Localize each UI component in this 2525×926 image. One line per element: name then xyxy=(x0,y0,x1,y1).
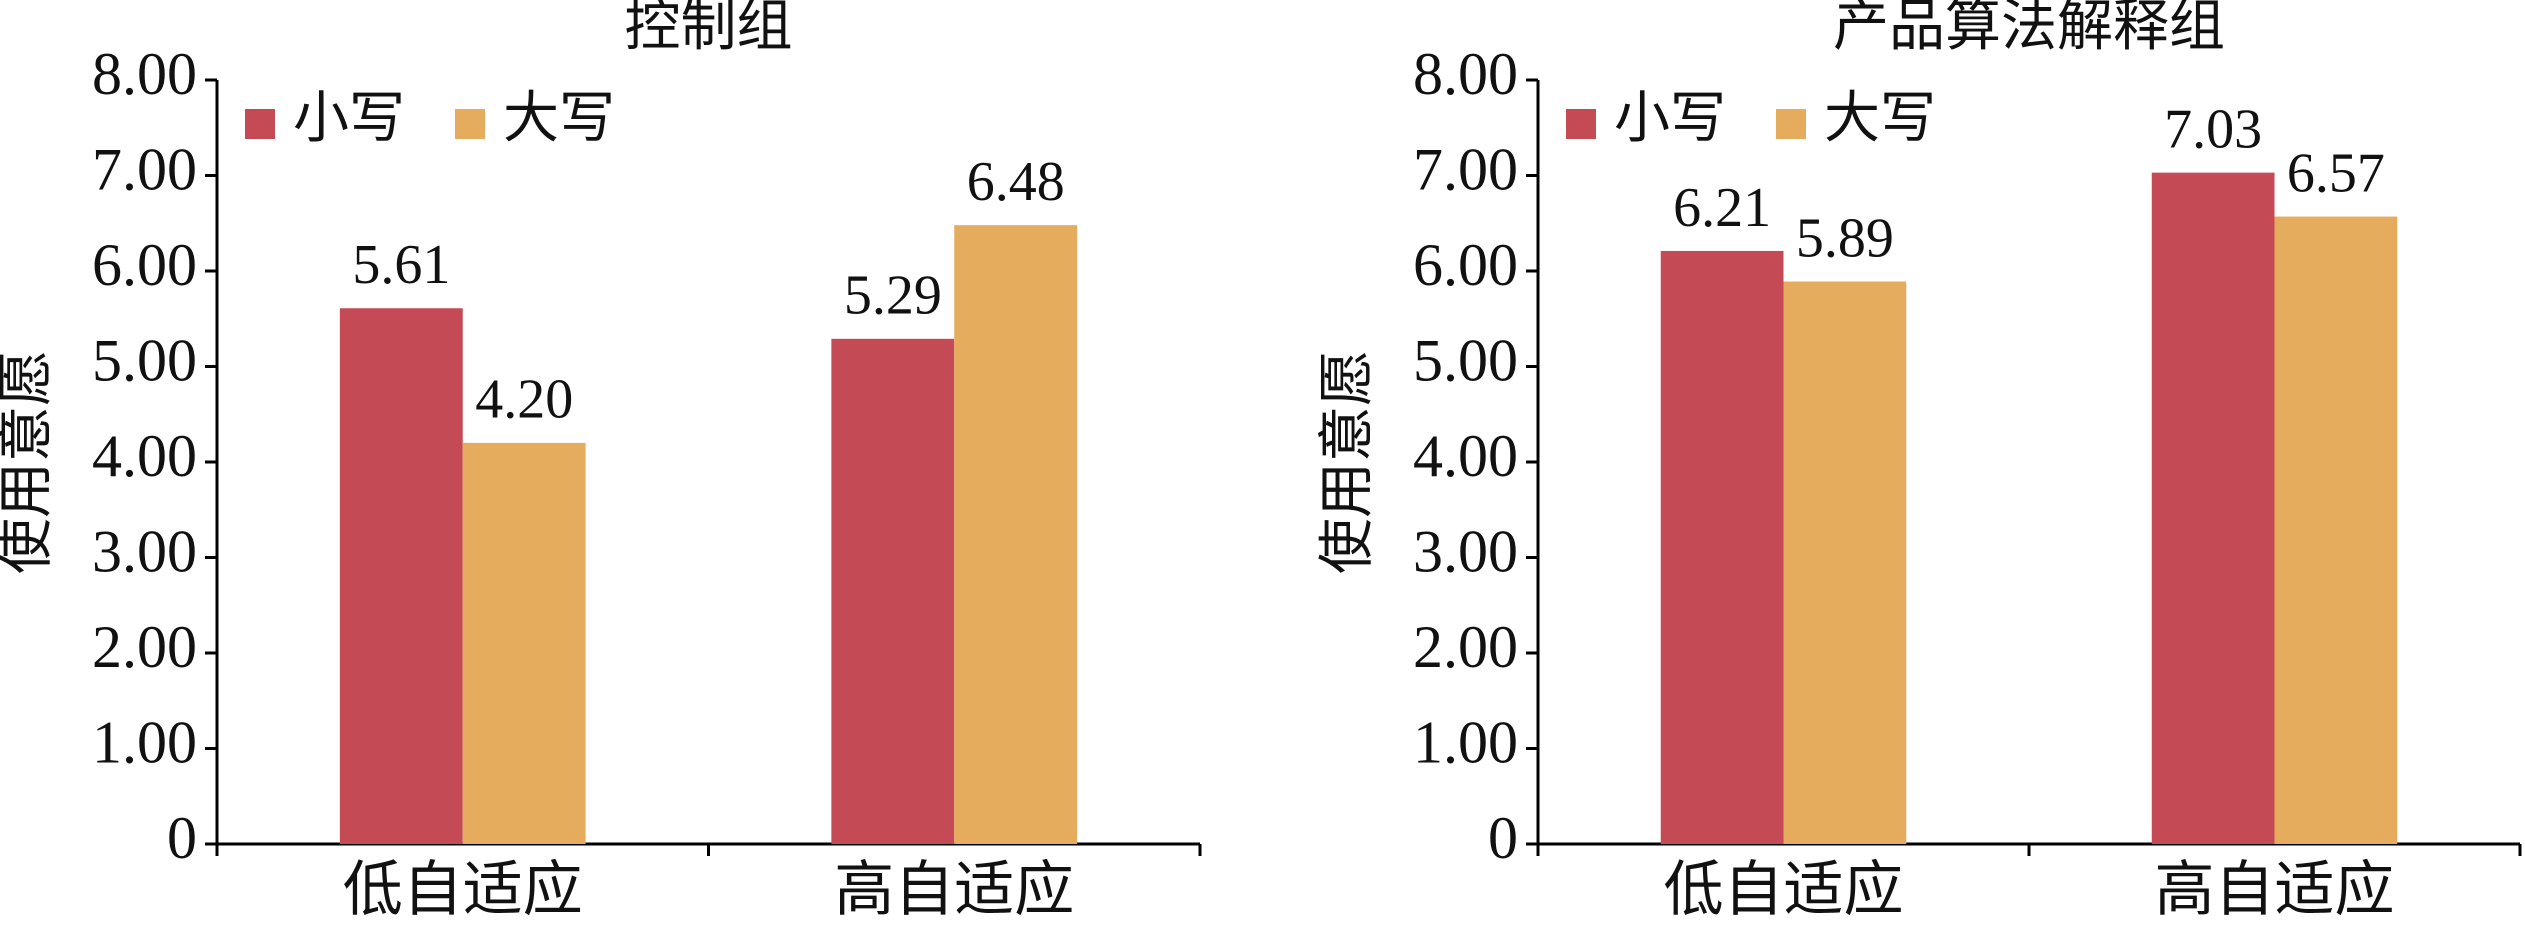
value-label: 6.21 xyxy=(1673,177,1771,239)
bar xyxy=(462,442,586,844)
y-tick-label: 8.00 xyxy=(1413,41,1518,107)
legend-swatch xyxy=(245,109,275,139)
x-tick-label: 高自适应 xyxy=(834,857,1074,923)
x-tick-label: 高自适应 xyxy=(2155,857,2395,923)
value-label: 6.57 xyxy=(2287,142,2385,204)
bar xyxy=(1660,250,1784,844)
y-tick-label: 2.00 xyxy=(92,614,197,680)
value-label: 7.03 xyxy=(2164,98,2262,160)
legend-swatch xyxy=(455,109,485,139)
y-tick-label: 7.00 xyxy=(1413,136,1518,202)
y-tick-label: 6.00 xyxy=(92,232,197,298)
x-tick-label: 低自适应 xyxy=(1664,857,1904,923)
bar xyxy=(2274,216,2398,844)
legend-swatch xyxy=(1566,109,1596,139)
y-tick-label: 3.00 xyxy=(1413,518,1518,584)
y-tick-label: 8.00 xyxy=(92,41,197,107)
legend-label: 大写 xyxy=(1824,88,1936,150)
y-tick-label: 4.00 xyxy=(92,423,197,489)
y-tick-label: 4.00 xyxy=(1413,423,1518,489)
y-tick-label: 3.00 xyxy=(92,518,197,584)
bar xyxy=(954,225,1078,844)
legend-swatch xyxy=(1776,109,1806,139)
bar xyxy=(339,308,463,844)
y-tick-label: 5.00 xyxy=(92,327,197,393)
legend-label: 小写 xyxy=(293,88,405,150)
legend-label: 大写 xyxy=(503,88,615,150)
y-tick-label: 7.00 xyxy=(92,136,197,202)
y-axis-label: 使用意愿 xyxy=(0,350,58,574)
value-label: 6.48 xyxy=(967,151,1065,213)
value-label: 5.89 xyxy=(1796,207,1894,269)
x-tick-label: 低自适应 xyxy=(343,857,583,923)
bar xyxy=(1783,281,1907,844)
y-tick-label: 6.00 xyxy=(1413,232,1518,298)
y-tick-label: 5.00 xyxy=(1413,327,1518,393)
y-tick-label: 0 xyxy=(167,805,197,871)
y-tick-label: 0 xyxy=(1488,805,1518,871)
value-label: 5.61 xyxy=(352,234,450,296)
value-label: 4.20 xyxy=(475,369,573,431)
chart-title: 控制组 xyxy=(625,0,793,58)
bar xyxy=(2151,172,2275,844)
legend-label: 小写 xyxy=(1614,88,1726,150)
y-tick-label: 2.00 xyxy=(1413,614,1518,680)
y-tick-label: 1.00 xyxy=(1413,709,1518,775)
value-label: 5.29 xyxy=(844,265,942,327)
bar xyxy=(831,338,955,844)
chart-title: 产品算法解释组 xyxy=(1833,0,2225,58)
y-tick-label: 1.00 xyxy=(92,709,197,775)
y-axis-label: 使用意愿 xyxy=(1317,350,1379,574)
